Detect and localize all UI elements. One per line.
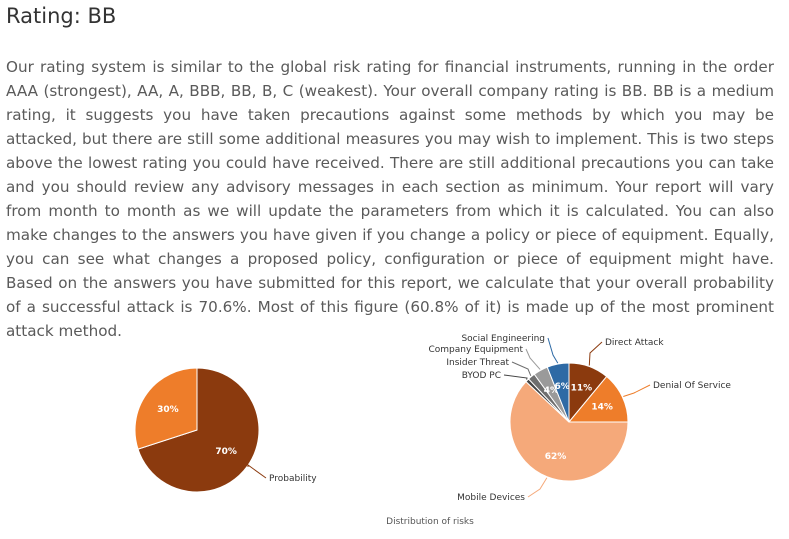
social-engineering-slice — [546, 362, 570, 423]
slice-1-slice — [134, 367, 198, 450]
direct-attack-leader-line — [588, 341, 603, 366]
probability-slice — [137, 367, 260, 493]
probability-pie: 70% Probability 30% — [134, 367, 317, 493]
mobile-devices-name-label: Mobile Devices — [457, 493, 525, 503]
company-equipment-leader-line — [525, 348, 541, 370]
denial-of-service-slice — [567, 375, 629, 423]
distribution-title: Distribution of risks — [386, 517, 474, 527]
company-equipment-name-label: Company Equipment — [428, 345, 523, 355]
social-engineering-value-label: 6% — [554, 382, 569, 392]
mobile-devices-value-label: 62% — [545, 452, 567, 462]
social-engineering-name-label: Social Engineering — [461, 334, 545, 344]
risk-charts: 70% Probability 30% 11% Direct Attack 14% Den… — [134, 334, 731, 527]
direct-attack-value-label: 11% — [571, 384, 593, 394]
mobile-devices-slice — [509, 380, 629, 482]
mobile-devices-leader-line — [527, 477, 548, 498]
insider-threat-name-label: Insider Threat — [446, 358, 509, 368]
byod-pc-name-label: BYOD PC — [462, 371, 501, 381]
distribution-pie: 11% Direct Attack 14% Denial Of Service 62% M… — [428, 334, 731, 503]
probability-leader-line — [247, 464, 267, 479]
probability-value-label: 70% — [215, 447, 237, 457]
probability-name-label: Probability — [269, 474, 317, 484]
byod-pc-leader-line — [503, 374, 528, 380]
page-title: Rating: BB — [6, 4, 117, 28]
denial-of-service-leader-line — [623, 384, 651, 397]
denial-of-service-value-label: 14% — [591, 402, 613, 412]
slice-1-value-label: 30% — [157, 405, 179, 415]
denial-of-service-name-label: Denial Of Service — [653, 381, 731, 391]
insider-threat-leader-line — [511, 361, 532, 376]
company-equipment-value-label: 4% — [544, 386, 559, 396]
social-engineering-leader-line — [547, 337, 559, 364]
rating-summary: Our rating system is similar to the glob… — [6, 58, 774, 340]
direct-attack-name-label: Direct Attack — [605, 338, 664, 348]
